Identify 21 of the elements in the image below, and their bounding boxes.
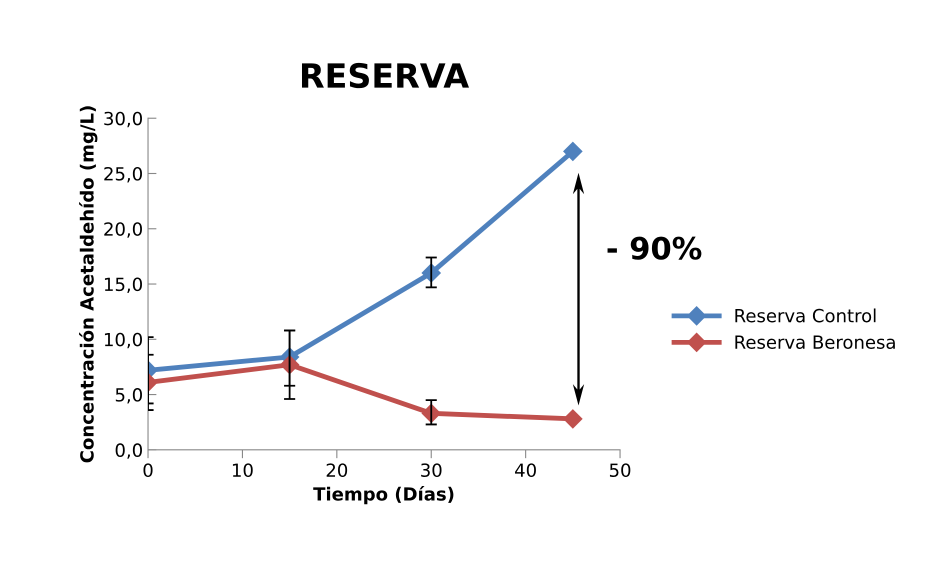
chart-title: RESERVA: [302, 62, 469, 88]
y-axis-title: Concentración Acetaldehído (mg/L): [79, 106, 98, 462]
y-tick-label: 30,0: [104, 112, 142, 128]
y-tick-label: 5,0: [116, 388, 142, 404]
point: [563, 142, 582, 161]
annotation: - 90%: [608, 236, 702, 260]
x-tick-label: 40: [515, 463, 536, 478]
point: [563, 409, 582, 428]
y-tick-label: 25,0: [104, 166, 142, 182]
x-tick-label: 20: [326, 463, 348, 478]
x-tick-label: 50: [610, 463, 630, 478]
y-tick-label: 20,0: [104, 222, 142, 238]
x-tick-label: 30: [421, 463, 442, 478]
x-tick-label: 0: [143, 463, 153, 478]
y-tick-label: 0,0: [116, 443, 142, 459]
y-tick-label: 10,0: [104, 332, 142, 348]
legend-label: Reserva Beronesa: [735, 336, 895, 349]
y-tick-label: 15,0: [104, 277, 142, 293]
legend-label: Reserva Control: [735, 308, 876, 322]
x-axis-title: Tiempo (Días): [313, 486, 454, 504]
x-tick-label: 10: [232, 463, 253, 478]
